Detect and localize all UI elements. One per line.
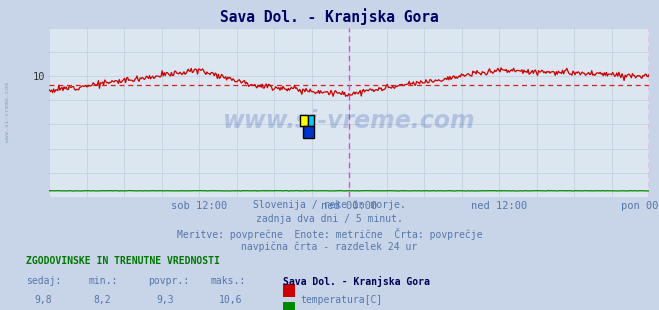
Text: sedaj:: sedaj: (26, 276, 61, 286)
Text: 9,3: 9,3 (156, 295, 173, 305)
Text: navpična črta - razdelek 24 ur: navpična črta - razdelek 24 ur (241, 242, 418, 252)
Text: www.si-vreme.com: www.si-vreme.com (223, 109, 476, 133)
Text: povpr.:: povpr.: (148, 276, 189, 286)
Text: 8,2: 8,2 (94, 295, 111, 305)
Text: 9,8: 9,8 (34, 295, 51, 305)
Text: maks.:: maks.: (211, 276, 246, 286)
Text: 10,6: 10,6 (219, 295, 243, 305)
Text: www.si-vreme.com: www.si-vreme.com (5, 82, 10, 142)
Text: Meritve: povprečne  Enote: metrične  Črta: povprečje: Meritve: povprečne Enote: metrične Črta:… (177, 228, 482, 240)
Text: min.:: min.: (89, 276, 119, 286)
Text: temperatura[C]: temperatura[C] (301, 295, 383, 305)
Text: Sava Dol. - Kranjska Gora: Sava Dol. - Kranjska Gora (283, 276, 430, 287)
Text: Sava Dol. - Kranjska Gora: Sava Dol. - Kranjska Gora (220, 8, 439, 24)
Text: Slovenija / reke in morje.: Slovenija / reke in morje. (253, 200, 406, 210)
Text: zadnja dva dni / 5 minut.: zadnja dva dni / 5 minut. (256, 214, 403, 224)
Text: ZGODOVINSKE IN TRENUTNE VREDNOSTI: ZGODOVINSKE IN TRENUTNE VREDNOSTI (26, 256, 220, 266)
